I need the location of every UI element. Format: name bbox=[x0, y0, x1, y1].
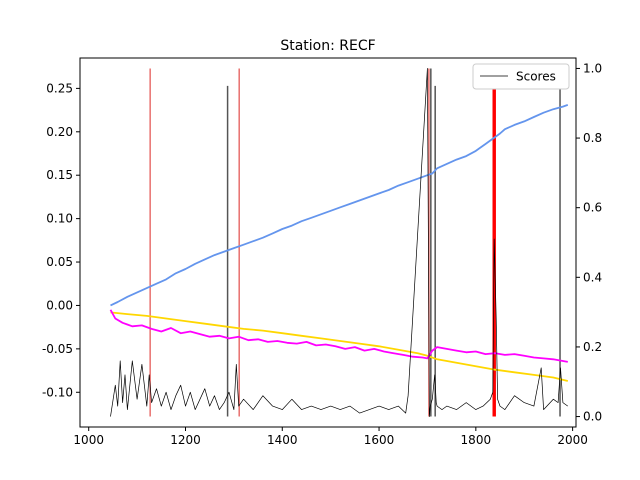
y-axis-right: 0.0 0.2 0.4 0.6 0.8 1.0 bbox=[576, 61, 602, 424]
x-tick-label: 1200 bbox=[170, 433, 201, 447]
y-left-tick-label: 0.10 bbox=[46, 212, 73, 226]
series-line-1 bbox=[110, 311, 569, 382]
legend-box bbox=[472, 63, 570, 90]
y-left-tick-label: -0.05 bbox=[42, 342, 73, 356]
series-line-0 bbox=[110, 104, 569, 307]
y-axis-left: -0.10 -0.05 0.00 0.05 0.10 0.15 0.20 0.25 bbox=[42, 81, 80, 399]
y-right-tick-label: 0.0 bbox=[583, 410, 602, 424]
legend-label-scores: Scores bbox=[516, 70, 556, 84]
x-tick-label: 1000 bbox=[73, 433, 104, 447]
series-line-3 bbox=[110, 68, 569, 417]
x-tick-label: 1400 bbox=[267, 433, 298, 447]
y-left-tick-label: 0.00 bbox=[46, 298, 73, 312]
x-axis: 1000 1200 1400 1600 1800 2000 bbox=[73, 427, 588, 447]
y-right-tick-label: 0.4 bbox=[583, 270, 602, 284]
y-left-tick-label: 0.15 bbox=[46, 168, 73, 182]
x-tick-label: 1800 bbox=[461, 433, 492, 447]
y-left-tick-label: -0.10 bbox=[42, 385, 73, 399]
x-tick-label: 1600 bbox=[364, 433, 395, 447]
y-left-tick-label: 0.25 bbox=[46, 81, 73, 95]
series-line-2 bbox=[109, 309, 568, 363]
series-layer bbox=[109, 68, 569, 417]
y-left-tick-label: 0.05 bbox=[46, 255, 73, 269]
y-right-tick-label: 0.2 bbox=[583, 340, 602, 354]
y-right-tick-label: 0.8 bbox=[583, 131, 602, 145]
vertical-markers bbox=[149, 68, 561, 417]
y-right-tick-label: 1.0 bbox=[583, 61, 602, 75]
plot-frame bbox=[79, 57, 577, 428]
y-right-tick-label: 0.6 bbox=[583, 201, 602, 215]
y-left-tick-label: 0.20 bbox=[46, 125, 73, 139]
x-tick-label: 2000 bbox=[557, 433, 588, 447]
chart-title: Station: RECF bbox=[280, 38, 375, 54]
legend: Scores bbox=[472, 63, 570, 90]
